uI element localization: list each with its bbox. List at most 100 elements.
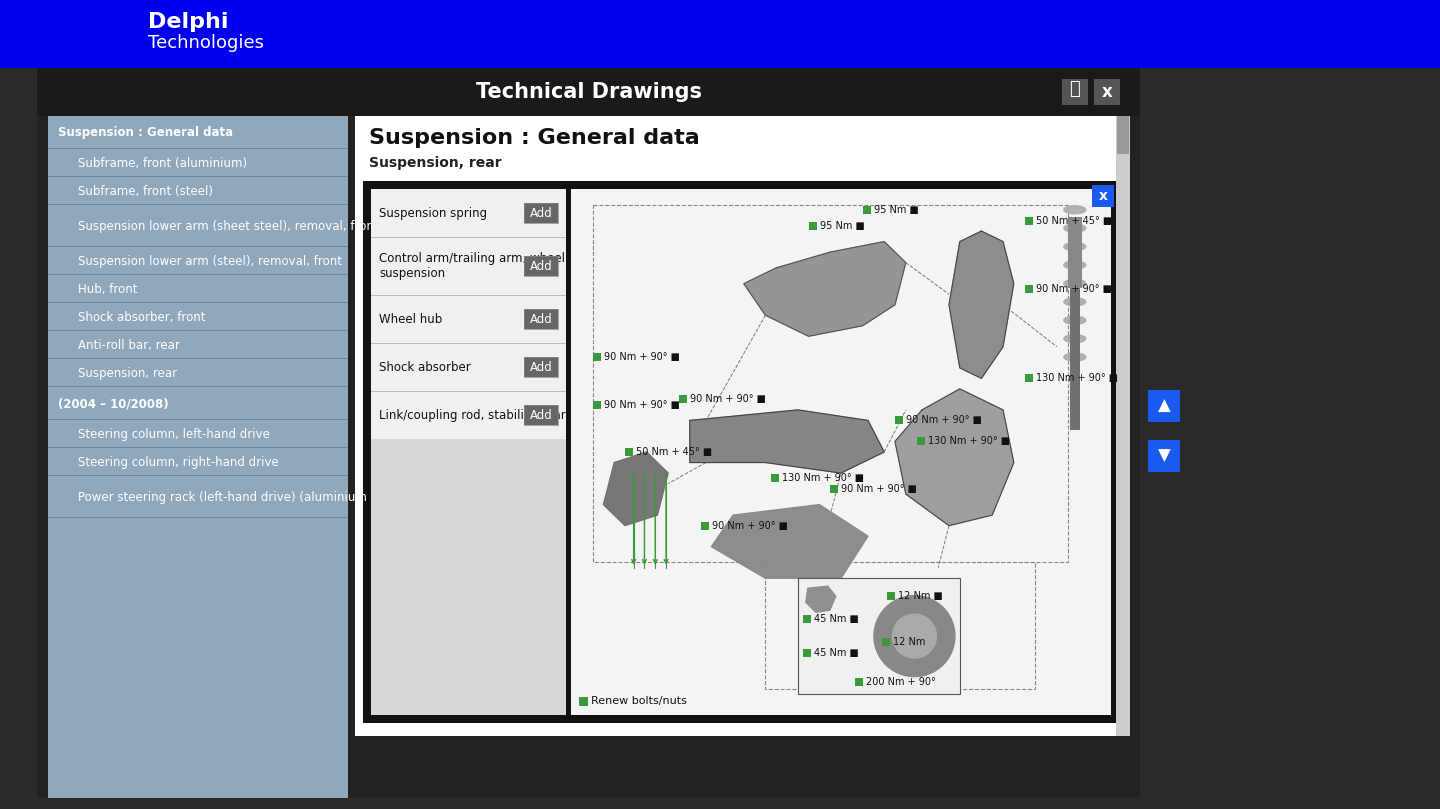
Text: Link/coupling rod, stabiliser bar: Link/coupling rod, stabiliser bar [379,409,566,421]
Text: (2004 – 10/2008): (2004 – 10/2008) [58,397,168,410]
Bar [1025,285,1032,293]
Text: ▼: ▼ [1158,447,1171,465]
Bar [48,475,348,476]
Text: 45 Nm ■: 45 Nm ■ [814,649,858,659]
Text: 95 Nm ■: 95 Nm ■ [874,205,919,215]
Bar [863,206,871,214]
Bar [1148,390,1179,422]
Polygon shape [603,452,668,526]
Bar [1025,375,1032,383]
Bar [593,354,600,362]
Bar [48,447,348,448]
Text: 12 Nm ■: 12 Nm ■ [899,591,943,600]
Polygon shape [711,505,868,578]
Ellipse shape [1064,298,1086,306]
Text: 45 Nm ■: 45 Nm ■ [814,614,858,624]
Bar [363,181,1116,723]
Bar [917,438,924,446]
Text: 95 Nm ■: 95 Nm ■ [819,221,864,231]
Text: 90 Nm + 90° ■: 90 Nm + 90° ■ [603,400,680,409]
Text: Shock absorber: Shock absorber [379,361,471,374]
Bar [48,330,348,331]
Polygon shape [896,389,1014,526]
Ellipse shape [893,614,936,658]
Bar [524,256,559,276]
Text: Hub, front: Hub, front [78,282,137,295]
Text: 130 Nm + 90° ■: 130 Nm + 90° ■ [927,437,1009,447]
Bar [524,357,559,377]
Bar [1148,440,1179,472]
Text: Technologies: Technologies [148,34,264,52]
Text: Add: Add [530,312,553,325]
Bar [593,400,600,409]
Bar [883,637,890,646]
Text: Subframe, front (steel): Subframe, front (steel) [78,184,213,197]
Bar [1117,116,1129,154]
Bar [372,237,566,238]
Bar [48,176,348,177]
Bar [854,679,863,686]
Bar [1025,217,1032,225]
Text: Wheel hub: Wheel hub [379,312,442,325]
Bar [48,204,348,205]
Text: 130 Nm + 90° ■: 130 Nm + 90° ■ [782,473,864,483]
Bar [524,405,559,425]
Bar [524,405,559,425]
Text: Power steering rack (left-hand drive) (aluminium subframe), exploded view: Power steering rack (left-hand drive) (a… [78,490,524,503]
Text: Add: Add [530,260,553,273]
Text: Suspension, rear: Suspension, rear [78,366,177,379]
Bar [804,615,811,623]
Text: x: x [1102,83,1112,101]
Text: Shock absorber, front: Shock absorber, front [78,311,206,324]
Text: Steering column, right-hand drive: Steering column, right-hand drive [78,455,279,468]
Text: 90 Nm + 90° ■: 90 Nm + 90° ■ [1035,284,1112,294]
Bar [701,522,708,530]
Bar [798,578,960,694]
Bar [48,517,348,518]
Text: 90 Nm + 90° ■: 90 Nm + 90° ■ [690,395,766,404]
Bar [372,295,566,296]
Bar [1068,217,1081,288]
Bar [1070,276,1080,430]
Text: Anti-roll bar, rear: Anti-roll bar, rear [78,338,180,351]
Ellipse shape [1064,353,1086,361]
Bar [48,358,348,359]
Text: 90 Nm + 90° ■: 90 Nm + 90° ■ [603,353,680,362]
Text: Control arm/trailing arm, wheel
suspension: Control arm/trailing arm, wheel suspensi… [379,252,564,280]
Bar [809,222,816,230]
Text: Technical Drawings: Technical Drawings [475,82,701,102]
Bar [37,68,1140,798]
Ellipse shape [1064,205,1086,214]
Bar [770,474,779,482]
Bar [524,357,559,377]
Bar [1092,185,1115,207]
Bar [48,148,348,149]
Text: 90 Nm + 90° ■: 90 Nm + 90° ■ [711,521,788,531]
Ellipse shape [1064,316,1086,324]
Bar [372,391,566,392]
Ellipse shape [1064,261,1086,269]
Bar [372,439,566,715]
Bar [0,0,1440,68]
Polygon shape [949,231,1014,379]
Text: Suspension spring: Suspension spring [379,206,487,219]
Text: 90 Nm + 90° ■: 90 Nm + 90° ■ [841,484,917,493]
Bar [1116,116,1130,736]
Ellipse shape [1064,224,1086,232]
Text: Suspension lower arm (sheet steel), removal, front: Suspension lower arm (sheet steel), remo… [78,219,379,232]
Bar [48,419,348,420]
Text: 50 Nm + 45° ■: 50 Nm + 45° ■ [636,447,713,457]
Bar [356,116,1130,736]
Bar [524,309,559,329]
Bar [48,116,348,798]
Text: 12 Nm: 12 Nm [893,637,926,647]
Text: 130 Nm + 90° ■: 130 Nm + 90° ■ [1035,374,1117,383]
Bar [680,396,687,404]
Bar [48,386,348,387]
Text: Suspension, rear: Suspension, rear [369,156,501,170]
Bar [593,205,1068,562]
Text: Suspension : General data: Suspension : General data [369,128,700,148]
Polygon shape [690,410,884,473]
Text: Suspension : General data: Suspension : General data [58,126,233,139]
Bar [37,68,1140,116]
